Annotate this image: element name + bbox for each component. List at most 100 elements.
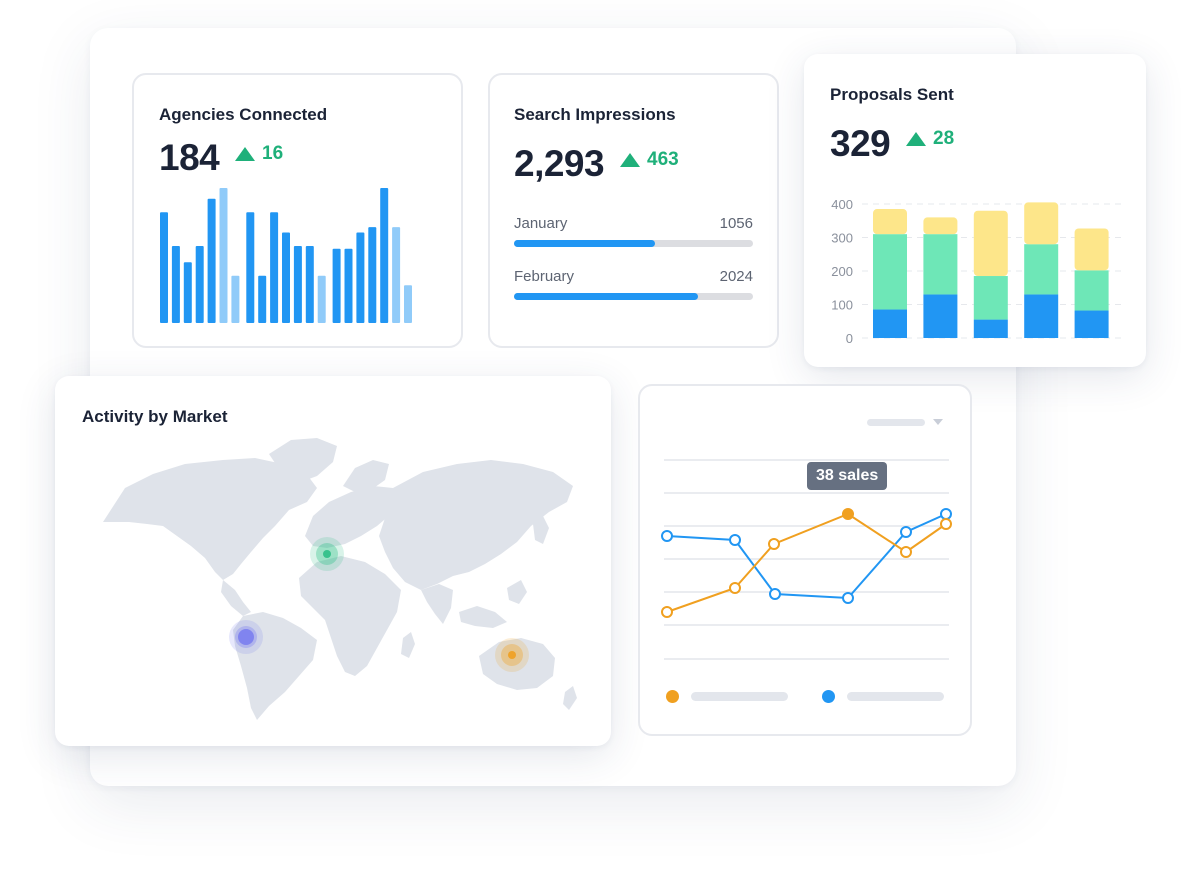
sales-line-chart bbox=[661, 459, 952, 660]
legend-dot-orange bbox=[666, 690, 679, 703]
sales-tooltip: 38 sales bbox=[807, 462, 888, 490]
series-point bbox=[729, 582, 741, 594]
proposals-stacked-bar-chart: 0 100 200 300 400 bbox=[831, 197, 1124, 346]
stacked-bar-segment bbox=[1074, 310, 1109, 338]
map-marker-dot bbox=[323, 550, 331, 558]
agencies-bar bbox=[171, 246, 180, 323]
y-tick-label: 200 bbox=[831, 264, 853, 279]
agencies-bar bbox=[368, 227, 377, 323]
agencies-bar bbox=[195, 246, 204, 323]
impressions-row-value: 1056 bbox=[719, 215, 753, 232]
impressions-delta: 463 bbox=[647, 149, 679, 170]
agencies-bar bbox=[219, 188, 228, 323]
sales-tooltip-text: 38 sales bbox=[816, 467, 879, 484]
period-dropdown[interactable] bbox=[867, 419, 947, 427]
agencies-bar bbox=[305, 246, 314, 323]
impressions-value: 2,293 bbox=[514, 143, 605, 184]
stacked-bar-segment bbox=[1024, 294, 1059, 338]
agencies-card: Agencies Connected 184 16 bbox=[132, 73, 463, 348]
proposals-up-arrow-icon bbox=[906, 132, 926, 146]
agencies-delta: 16 bbox=[262, 143, 284, 164]
stacked-bar-segment bbox=[1074, 270, 1109, 311]
stacked-bar-segment bbox=[923, 234, 958, 295]
agencies-title: Agencies Connected bbox=[159, 105, 328, 124]
impressions-progress-fill bbox=[514, 293, 699, 300]
proposals-delta: 28 bbox=[933, 128, 955, 149]
stacked-bar-segment bbox=[923, 217, 958, 235]
series-point bbox=[661, 606, 673, 618]
stacked-bar-segment bbox=[923, 294, 958, 338]
proposals-title: Proposals Sent bbox=[830, 85, 954, 104]
map-marker[interactable] bbox=[495, 638, 529, 672]
impressions-row-value: 2024 bbox=[719, 268, 753, 285]
proposals-value: 329 bbox=[830, 123, 891, 164]
impressions-row-label: February bbox=[514, 268, 575, 285]
y-tick-label: 100 bbox=[831, 298, 853, 313]
series-point bbox=[842, 508, 854, 520]
stacked-bar-segment bbox=[1024, 202, 1059, 245]
map-marker[interactable] bbox=[229, 620, 263, 654]
stacked-bar-segment bbox=[1024, 244, 1059, 295]
agencies-bar bbox=[356, 232, 365, 323]
series-point bbox=[940, 518, 952, 530]
stacked-bar-segment bbox=[973, 319, 1008, 338]
series-point bbox=[900, 526, 912, 538]
y-tick-label: 400 bbox=[831, 197, 853, 212]
stacked-bar-segment bbox=[873, 209, 907, 235]
series-point bbox=[940, 508, 952, 520]
agencies-bar bbox=[404, 285, 412, 323]
legend-label-placeholder bbox=[691, 692, 788, 701]
agencies-bar bbox=[270, 212, 279, 323]
series-point bbox=[768, 538, 780, 550]
impressions-card: Search Impressions 2,293 463 January 105… bbox=[488, 73, 779, 348]
agencies-bar bbox=[344, 248, 353, 323]
legend-dot-blue bbox=[822, 690, 835, 703]
impressions-progress-track bbox=[514, 293, 753, 300]
map-marker-dot bbox=[238, 629, 254, 645]
sales-card: 38 sales bbox=[638, 384, 972, 736]
agencies-bar bbox=[392, 227, 401, 323]
map-marker-dot bbox=[508, 651, 516, 659]
period-dropdown-placeholder bbox=[867, 419, 925, 426]
stacked-bar-segment bbox=[973, 276, 1008, 320]
series-point bbox=[769, 588, 781, 600]
map-marker[interactable] bbox=[310, 537, 344, 571]
agencies-bar-chart bbox=[160, 188, 412, 323]
impressions-up-arrow-icon bbox=[620, 153, 640, 167]
agencies-bar bbox=[332, 248, 341, 323]
y-tick-label: 300 bbox=[831, 231, 853, 246]
agencies-bar bbox=[183, 262, 192, 323]
agencies-bar bbox=[258, 275, 267, 323]
stacked-bar-segment bbox=[973, 210, 1008, 277]
series-point bbox=[661, 530, 673, 542]
agencies-bar bbox=[246, 212, 255, 323]
agencies-bar bbox=[293, 246, 302, 323]
agencies-bar bbox=[231, 275, 240, 323]
impressions-title: Search Impressions bbox=[514, 105, 676, 124]
world-map bbox=[103, 438, 577, 720]
series-point bbox=[900, 546, 912, 558]
agencies-bar bbox=[207, 198, 216, 323]
stacked-bar-segment bbox=[1074, 228, 1109, 271]
agencies-bar bbox=[160, 212, 168, 323]
agencies-bar bbox=[282, 232, 290, 323]
agencies-up-arrow-icon bbox=[235, 147, 255, 161]
legend-label-placeholder bbox=[847, 692, 944, 701]
orange-series-line bbox=[666, 512, 947, 613]
agencies-bar bbox=[380, 188, 389, 323]
agencies-bar bbox=[317, 275, 326, 323]
series-point bbox=[729, 534, 741, 546]
chevron-down-icon bbox=[933, 419, 943, 425]
impressions-progress-fill bbox=[514, 240, 655, 247]
proposals-card: Proposals Sent 329 28 0 100 200 300 400 bbox=[804, 54, 1146, 367]
impressions-row-label: January bbox=[514, 215, 568, 232]
stacked-bar-segment bbox=[873, 234, 907, 310]
blue-series-line bbox=[666, 513, 947, 600]
series-point bbox=[842, 592, 854, 604]
y-tick-label: 0 bbox=[846, 331, 853, 346]
impressions-progress-track bbox=[514, 240, 753, 247]
stacked-bar-segment bbox=[873, 309, 907, 338]
market-title: Activity by Market bbox=[82, 407, 228, 426]
agencies-value: 184 bbox=[159, 137, 220, 178]
market-card: Activity by Market bbox=[55, 376, 611, 746]
